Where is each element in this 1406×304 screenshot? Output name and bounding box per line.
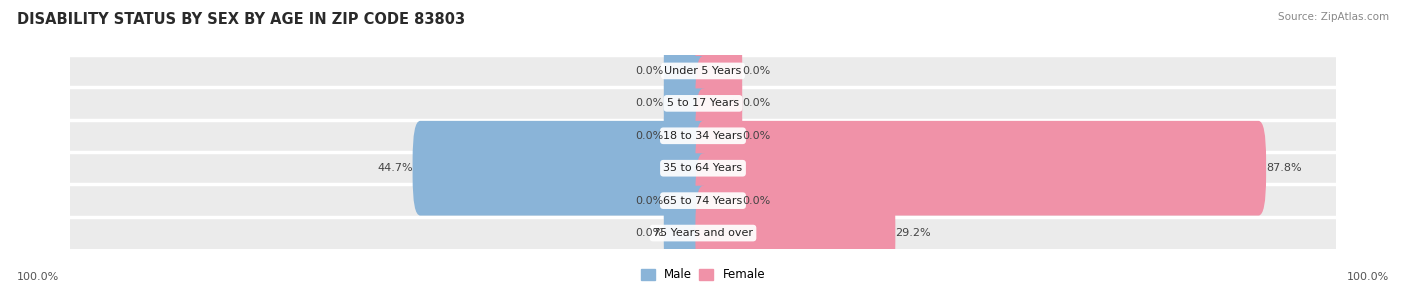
FancyBboxPatch shape [70,217,1336,249]
FancyBboxPatch shape [70,152,1336,185]
FancyBboxPatch shape [70,119,1336,152]
FancyBboxPatch shape [412,121,710,216]
Text: 5 to 17 Years: 5 to 17 Years [666,98,740,108]
FancyBboxPatch shape [664,88,710,183]
Text: 29.2%: 29.2% [896,228,931,238]
Text: 0.0%: 0.0% [636,228,664,238]
Text: 0.0%: 0.0% [742,98,770,108]
Text: 0.0%: 0.0% [742,66,770,76]
Text: 44.7%: 44.7% [377,163,412,173]
Text: 0.0%: 0.0% [636,98,664,108]
FancyBboxPatch shape [696,56,742,151]
Text: Source: ZipAtlas.com: Source: ZipAtlas.com [1278,12,1389,22]
FancyBboxPatch shape [70,185,1336,217]
Text: 18 to 34 Years: 18 to 34 Years [664,131,742,141]
Text: 0.0%: 0.0% [636,196,664,206]
FancyBboxPatch shape [696,121,1267,216]
FancyBboxPatch shape [696,24,742,118]
FancyBboxPatch shape [664,56,710,151]
Text: 87.8%: 87.8% [1267,163,1302,173]
Text: 0.0%: 0.0% [742,131,770,141]
FancyBboxPatch shape [664,153,710,248]
Text: Under 5 Years: Under 5 Years [665,66,741,76]
Text: 0.0%: 0.0% [636,131,664,141]
Text: 35 to 64 Years: 35 to 64 Years [664,163,742,173]
Legend: Male, Female: Male, Female [636,264,770,286]
Text: 0.0%: 0.0% [742,196,770,206]
Text: DISABILITY STATUS BY SEX BY AGE IN ZIP CODE 83803: DISABILITY STATUS BY SEX BY AGE IN ZIP C… [17,12,465,27]
Text: 75 Years and over: 75 Years and over [652,228,754,238]
FancyBboxPatch shape [664,24,710,118]
FancyBboxPatch shape [696,153,742,248]
FancyBboxPatch shape [70,55,1336,87]
FancyBboxPatch shape [664,186,710,280]
FancyBboxPatch shape [70,87,1336,119]
FancyBboxPatch shape [696,186,896,280]
Text: 100.0%: 100.0% [17,272,59,282]
Text: 100.0%: 100.0% [1347,272,1389,282]
FancyBboxPatch shape [696,88,742,183]
Text: 0.0%: 0.0% [636,66,664,76]
Text: 65 to 74 Years: 65 to 74 Years [664,196,742,206]
